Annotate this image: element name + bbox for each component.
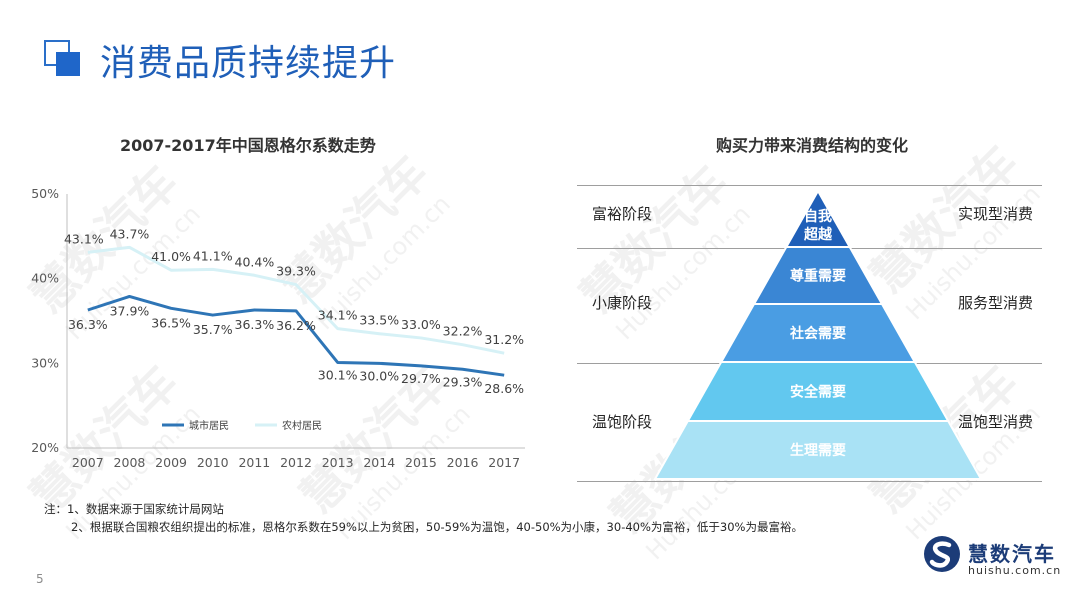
data-label: 36.2% [276, 318, 316, 333]
data-label: 43.7% [110, 226, 150, 241]
data-label: 35.7% [193, 322, 233, 337]
x-tick-label: 2017 [488, 455, 520, 470]
pyramid-label: 超越 [803, 226, 833, 243]
x-tick-label: 2013 [322, 455, 354, 470]
data-label: 31.2% [484, 332, 524, 347]
pyramid-label: 生理需要 [790, 442, 846, 459]
pyramid-label: 自我 [804, 208, 832, 225]
data-label: 43.1% [64, 231, 104, 246]
data-label: 33.0% [401, 317, 441, 332]
data-label: 32.2% [443, 324, 483, 339]
data-label: 30.0% [359, 368, 399, 383]
page-title: 消费品质持续提升 [100, 43, 397, 84]
series-line-1 [87, 245, 505, 355]
data-label: 37.9% [110, 303, 150, 318]
chart-title: 2007-2017年中国恩格尔系数走势 [120, 136, 376, 155]
footnotes: 注：1、数据来源于国家统计局网站 2、根据联合国粮农组织提出的标准，恩格尔系数在… [44, 500, 803, 536]
data-label: 40.4% [235, 254, 275, 269]
data-label: 33.5% [359, 313, 399, 328]
title-logo-mark [44, 40, 80, 76]
data-label: 29.7% [401, 371, 441, 386]
y-tick-label: 50% [31, 186, 59, 201]
data-label: 36.3% [235, 317, 275, 332]
brand-s-icon [924, 536, 960, 572]
stage-divider [577, 481, 1042, 482]
footnote-2: 2、根据联合国粮农组织提出的标准，恩格尔系数在59%以上为贫困，50-59%为温… [71, 520, 803, 534]
y-tick-label: 20% [31, 440, 59, 455]
data-label: 29.3% [443, 374, 483, 389]
x-tick-label: 2007 [72, 455, 104, 470]
brand-name: 慧数汽车 [968, 542, 1056, 566]
data-label: 41.0% [151, 249, 191, 264]
x-tick-label: 2008 [114, 455, 146, 470]
stage-divider [577, 185, 1042, 186]
x-tick-label: 2011 [238, 455, 270, 470]
consumption-type-subsistence: 温饱型消费 [958, 413, 1034, 431]
x-tick-label: 2014 [363, 455, 395, 470]
footnote-1: 注：1、数据来源于国家统计局网站 [44, 502, 224, 516]
stage-label-well-off: 小康阶段 [592, 294, 653, 312]
pyramid-level-5 [653, 420, 983, 480]
x-tick-label: 2016 [447, 455, 479, 470]
data-label: 34.1% [318, 308, 358, 323]
pyramid-label: 社会需要 [789, 325, 846, 342]
x-tick-label: 2015 [405, 455, 437, 470]
stage-label-subsistence: 温饱阶段 [592, 413, 653, 431]
y-tick-label: 30% [31, 355, 59, 370]
x-tick-label: 2012 [280, 455, 312, 470]
legend-label: 农村居民 [282, 419, 322, 432]
data-label: 36.3% [68, 317, 108, 332]
page-number: 5 [36, 572, 44, 586]
data-label: 30.1% [318, 367, 358, 382]
consumption-type-realization: 实现型消费 [958, 205, 1034, 223]
engel-coefficient-line-chart: 20% 30% 40% 50% 2007 2008 2009 2010 2011 2012 2013… [31, 186, 525, 470]
data-label: 28.6% [484, 381, 524, 396]
x-tick-label: 2009 [155, 455, 187, 470]
brand-url: huishu.com.cn [968, 564, 1062, 577]
pyramid-label: 尊重需要 [790, 268, 846, 285]
series-line-0 [87, 294, 505, 377]
pyramid-title: 购买力带来消费结构的变化 [716, 136, 909, 155]
consumption-type-service: 服务型消费 [958, 294, 1034, 312]
y-tick-label: 40% [31, 271, 59, 286]
x-tick-label: 2010 [197, 455, 229, 470]
data-label: 41.1% [193, 248, 233, 263]
data-label: 36.5% [151, 315, 191, 330]
stage-label-rich: 富裕阶段 [592, 205, 653, 223]
pyramid-label: 安全需要 [790, 384, 846, 401]
data-label: 39.3% [276, 264, 316, 279]
legend-label: 城市居民 [189, 419, 229, 432]
brand-logo: 慧数汽车 huishu.com.cn [922, 532, 1072, 582]
